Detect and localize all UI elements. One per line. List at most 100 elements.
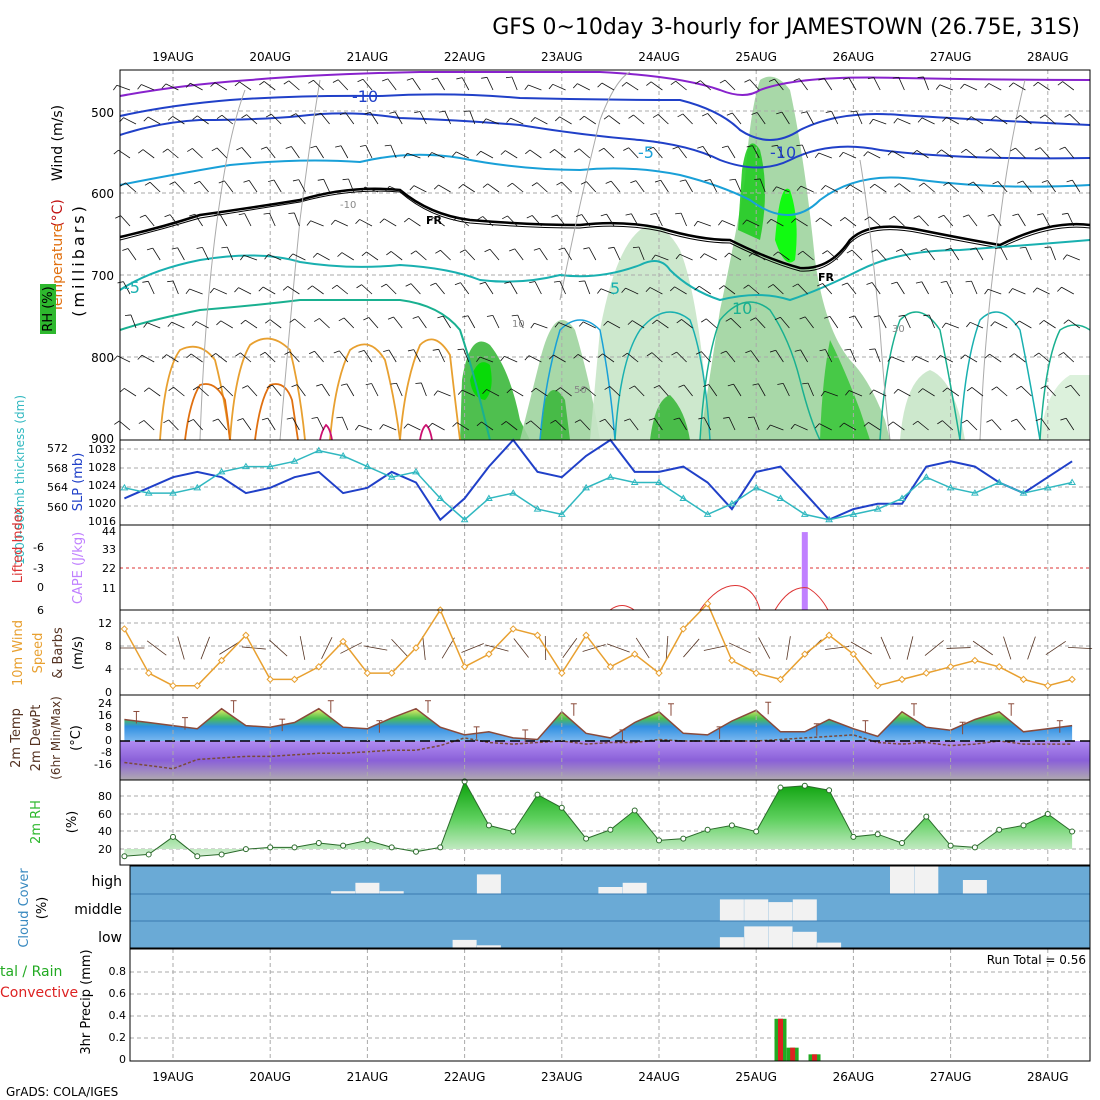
- upper-wind-barb-flag: [597, 353, 603, 358]
- upper-wind-barb-flag: [265, 319, 271, 324]
- upper-wind-barb-flag: [549, 149, 555, 154]
- upper-wind-barb-flag: [358, 350, 365, 353]
- upper-wind-barb: [197, 115, 209, 125]
- upper-wind-barb-flag: [506, 117, 511, 123]
- cloud-bar-middle: [792, 899, 817, 921]
- upper-wind-barb: [291, 146, 300, 159]
- upper-wind-barb: [268, 254, 282, 261]
- upper-wind-barb: [123, 281, 131, 295]
- upper-wind-barb: [802, 250, 814, 261]
- rh-unit: (%): [65, 811, 80, 834]
- contour-label-minus5: -5: [638, 143, 654, 162]
- upper-wind-barb-flag: [316, 383, 323, 387]
- upper-wind-barb: [776, 186, 790, 193]
- upper-wind-barb: [656, 319, 669, 329]
- upper-wind-barb: [273, 179, 282, 193]
- upper-wind-barb: [510, 388, 524, 397]
- rh-point: [874, 831, 881, 838]
- rh-point: [1020, 822, 1027, 829]
- upper-wind-barb: [943, 215, 954, 227]
- upper-wind-barb-flag: [554, 116, 560, 122]
- upper-wind-barb: [509, 281, 518, 295]
- upper-wind-barb: [438, 349, 445, 363]
- upper-wind-barb-flag: [196, 247, 203, 249]
- temp-contour: [539, 319, 616, 441]
- upper-wind-barb-flag: [143, 116, 149, 122]
- upper-wind-barb-flag: [918, 388, 923, 393]
- upper-wind-barb: [177, 247, 185, 261]
- upper-wind-barb-flag: [476, 356, 481, 363]
- upper-wind-barb: [456, 151, 469, 159]
- upper-wind-barb-flag: [965, 280, 972, 283]
- cloud-bar-low: [452, 939, 477, 948]
- upper-wind-barb-flag: [966, 116, 972, 121]
- upper-wind-barb: [629, 418, 639, 431]
- upper-wind-barb-flag: [984, 83, 990, 89]
- upper-wind-barb: [578, 148, 591, 159]
- upper-wind-barb: [901, 248, 911, 261]
- upper-wind-barb-flag: [622, 352, 628, 357]
- upper-wind-barb-flag: [186, 353, 192, 359]
- upper-wind-barb-flag: [551, 214, 558, 218]
- thickness-point: [995, 478, 1004, 485]
- upper-wind-barb-flag: [454, 282, 461, 286]
- upper-wind-barb: [145, 214, 155, 227]
- upper-wind-barb-flag: [970, 247, 977, 250]
- upper-wind-barb-flag: [1015, 115, 1021, 120]
- upper-wind-barb-flag: [628, 114, 634, 119]
- upper-wind-barb-flag: [600, 213, 607, 217]
- upper-wind-barb: [847, 282, 857, 295]
- upper-wind-barb-flag: [548, 354, 554, 360]
- wind-speed-point: [533, 631, 542, 639]
- thick-tick-564: 564: [47, 481, 68, 494]
- upper-wind-barb-flag: [337, 252, 343, 257]
- upper-wind-barb-flag: [162, 148, 168, 153]
- upper-wind-barb: [224, 180, 234, 193]
- upper-wind-barb: [262, 286, 276, 295]
- upper-wind-barb: [435, 282, 445, 295]
- upper-wind-barb: [926, 248, 935, 261]
- upper-wind-barb-flag: [120, 182, 126, 187]
- upper-wind-barb-flag: [694, 285, 700, 291]
- upper-wind-barb: [221, 114, 234, 125]
- thickness-point: [387, 473, 396, 480]
- dewpoint-line: [124, 734, 1073, 770]
- upper-wind-barb: [753, 252, 766, 261]
- upper-wind-barb-flag: [331, 284, 338, 289]
- surface-wind-barb: [269, 639, 288, 657]
- upper-wind-barb: [487, 183, 500, 193]
- upper-wind-barb-flag: [621, 82, 627, 87]
- upper-wind-barb: [172, 280, 179, 295]
- upper-wind-barb-flag: [502, 215, 508, 220]
- upper-wind-barb-flag: [286, 417, 293, 420]
- rh-point: [947, 842, 954, 849]
- contour-label-minus10-b: -10: [770, 143, 796, 162]
- upper-wind-barb-flag: [265, 113, 272, 118]
- upper-wind-barb-flag: [697, 146, 704, 149]
- upper-wind-barb: [1047, 180, 1056, 193]
- upper-wind-barb: [269, 319, 282, 329]
- thickness-point: [1068, 478, 1076, 485]
- upper-wind-barb: [556, 214, 566, 227]
- upper-wind-barb-flag: [597, 82, 603, 88]
- upper-wind-barb-flag: [675, 212, 682, 215]
- thickness-point: [679, 494, 688, 501]
- upper-wind-barb: [848, 77, 857, 91]
- surface-wind-barb: [513, 638, 529, 658]
- upper-wind-barb: [120, 215, 131, 227]
- upper-wind-barb: [480, 150, 494, 159]
- cloud-bar-low: [792, 931, 817, 948]
- upper-wind-barb: [346, 383, 355, 397]
- rh-point: [534, 791, 541, 798]
- upper-wind-barb-flag: [507, 182, 513, 187]
- upper-wind-barb-flag: [627, 320, 633, 325]
- upper-wind-barb: [581, 214, 591, 227]
- rh-point: [680, 835, 687, 842]
- upper-wind-barb-flag: [652, 319, 658, 325]
- upper-wind-barb-flag: [599, 418, 606, 423]
- upper-wind-barb: [1061, 286, 1074, 295]
- upper-wind-barb-flag: [923, 314, 930, 317]
- upper-wind-barb: [323, 179, 330, 193]
- upper-wind-barb-flag: [869, 183, 875, 189]
